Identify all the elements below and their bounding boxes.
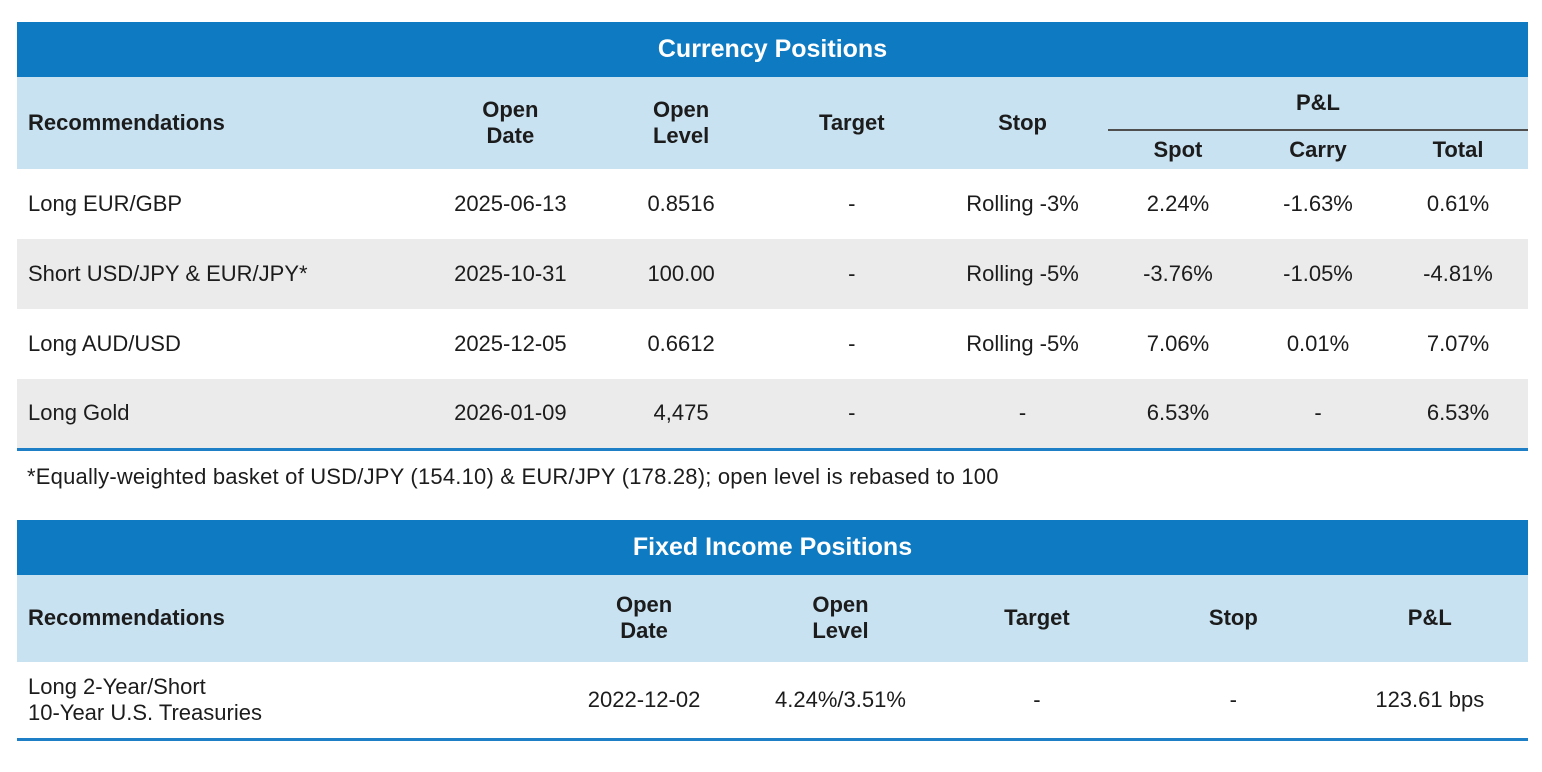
cell-stop: Rolling -5%	[966, 261, 1079, 286]
column-header-open-level: Open Level	[595, 77, 767, 169]
cell-pnl-total: 6.53%	[1426, 400, 1490, 426]
column-header-pnl-carry: Carry	[1247, 130, 1389, 169]
cell-open-level: 0.8516	[647, 191, 715, 216]
fixed-income-table-title: Fixed Income Positions	[17, 519, 1528, 575]
currency-table-title: Currency Positions	[17, 22, 1528, 77]
table-row: Long Gold 2026-01-09 4,475 - - 6.53% - 6…	[17, 379, 1528, 449]
cell-open-date: 2025-12-05	[454, 331, 567, 356]
column-header-target: Target	[938, 574, 1136, 662]
column-header-recommendations: Recommendations	[17, 77, 425, 169]
cell-open-date: 2025-10-31	[454, 261, 567, 286]
cell-stop: -	[1018, 400, 1027, 426]
cell-pnl-spot: 6.53%	[1146, 400, 1210, 426]
cell-stop: -	[1229, 686, 1237, 712]
cell-stop: Rolling -3%	[966, 191, 1079, 216]
cell-recommendation: Long Gold	[28, 400, 130, 426]
currency-table-footnote: *Equally-weighted basket of USD/JPY (154…	[27, 463, 999, 489]
table-row: Long AUD/USD 2025-12-05 0.6612 - Rolling…	[17, 309, 1528, 379]
column-header-open-date: Open Date	[545, 574, 743, 662]
cell-target: -	[848, 261, 856, 286]
fixed-income-positions-table: Fixed Income Positions Recommendations O…	[17, 519, 1528, 741]
column-header-open-level: Open Level	[742, 574, 939, 662]
cell-open-level: 4,475	[653, 400, 709, 426]
column-header-stop: Stop	[937, 77, 1108, 169]
column-header-pnl-total: Total	[1388, 130, 1528, 169]
cell-open-level: 4.24%/3.51%	[775, 686, 906, 712]
column-header-recommendations: Recommendations	[17, 574, 546, 662]
cell-pnl-total: 7.07%	[1426, 331, 1490, 356]
cell-open-level: 0.6612	[647, 331, 715, 356]
cell-open-level: 100.00	[647, 261, 715, 286]
cell-recommendation: Short USD/JPY & EUR/JPY*	[28, 261, 308, 286]
cell-stop: Rolling -5%	[966, 331, 1079, 356]
column-header-pnl-group: P&L	[1107, 77, 1528, 131]
cell-pnl-spot: 2.24%	[1146, 191, 1210, 216]
column-header-pnl: P&L	[1331, 574, 1528, 662]
cell-target: -	[848, 191, 856, 216]
table-gap	[17, 490, 1528, 520]
currency-positions-table: Currency Positions Recommendations Open …	[17, 22, 1528, 451]
cell-pnl-carry: -	[1314, 400, 1322, 426]
column-header-stop: Stop	[1135, 574, 1332, 662]
cell-pnl-total: 0.61%	[1426, 191, 1490, 216]
cell-pnl-carry: 0.01%	[1286, 331, 1350, 356]
cell-recommendation: Long AUD/USD	[28, 331, 181, 356]
cell-pnl-carry: -1.05%	[1283, 261, 1353, 286]
cell-pnl: 123.61 bps	[1375, 686, 1485, 712]
cell-pnl-spot: -3.76%	[1143, 261, 1213, 286]
cell-recommendation: Long EUR/GBP	[28, 191, 183, 216]
table-row: Short USD/JPY & EUR/JPY* 2025-10-31 100.…	[17, 239, 1528, 309]
cell-pnl-spot: 7.06%	[1146, 331, 1210, 356]
cell-target: -	[848, 400, 856, 426]
column-header-target: Target	[766, 77, 938, 169]
cell-target: -	[848, 331, 856, 356]
cell-target: -	[1033, 686, 1041, 712]
cell-pnl-carry: -1.63%	[1283, 191, 1353, 216]
column-header-open-date: Open Date	[424, 77, 596, 169]
column-header-pnl-spot: Spot	[1107, 130, 1248, 169]
cell-open-date: 2025-06-13	[454, 191, 567, 216]
table-row: Long EUR/GBP 2025-06-13 0.8516 - Rolling…	[17, 169, 1528, 239]
cell-pnl-total: -4.81%	[1423, 261, 1493, 286]
table-row: Long 2-Year/Short 10-Year U.S. Treasurie…	[17, 662, 1528, 740]
cell-open-date: 2026-01-09	[454, 400, 567, 426]
cell-recommendation: Long 2-Year/Short 10-Year U.S. Treasurie…	[28, 673, 262, 725]
cell-open-date: 2022-12-02	[587, 686, 701, 712]
